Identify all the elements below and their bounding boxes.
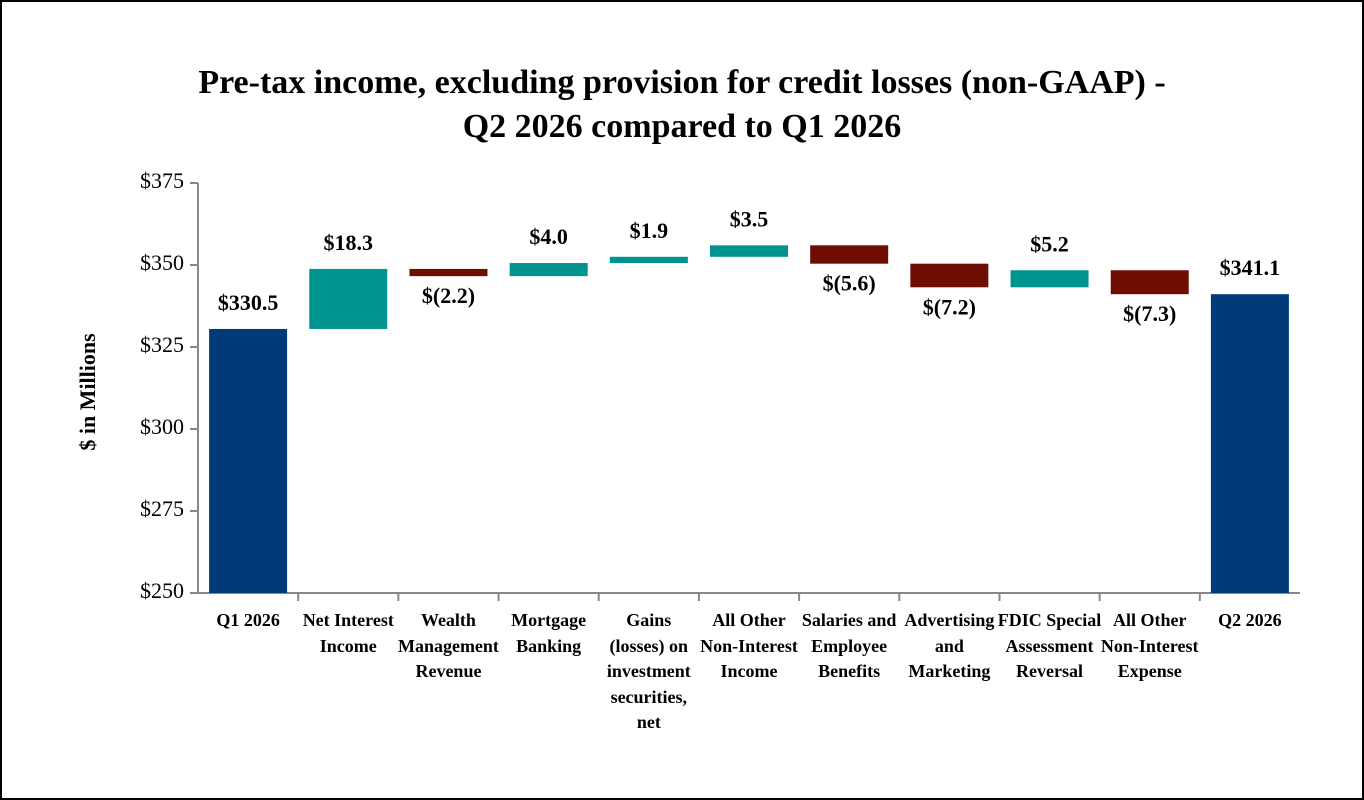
value-label: $4.0 — [529, 224, 568, 249]
value-label: $(7.2) — [923, 294, 976, 319]
chart-title: Pre-tax income, excluding provision for … — [198, 64, 1165, 101]
value-label: $3.5 — [730, 206, 769, 231]
value-label: $18.3 — [324, 230, 374, 255]
y-tick-label: $325 — [140, 332, 184, 357]
bar — [1110, 270, 1189, 295]
x-tick-label: All Other Non-Interest Expense — [1100, 610, 1199, 681]
chart-title: Q2 2026 compared to Q1 2026 — [463, 108, 902, 145]
x-tick-label: Salaries and Employee Benefits — [801, 610, 897, 681]
x-tick-label: Gains (losses) on investment securities,… — [606, 610, 691, 732]
y-tick-label: $300 — [140, 414, 184, 439]
x-tick-label: All Other Non-Interest Income — [700, 610, 798, 681]
y-tick-label: $375 — [140, 168, 184, 193]
value-label: $(2.2) — [422, 283, 475, 308]
value-label: $5.2 — [1030, 231, 1069, 256]
x-tick-label: Q2 2026 — [1218, 610, 1282, 630]
x-tick-label: Wealth Management Revenue — [397, 610, 499, 681]
value-label: $1.9 — [630, 218, 669, 243]
value-label: $(7.3) — [1123, 301, 1176, 326]
value-label: $(5.6) — [823, 271, 876, 296]
bar — [1210, 294, 1289, 593]
bar — [1010, 270, 1089, 288]
value-label: $330.5 — [218, 290, 279, 315]
x-tick-label: Mortgage Banking — [511, 610, 587, 656]
bar — [910, 263, 989, 288]
bar — [209, 328, 288, 593]
y-tick-label: $350 — [140, 250, 184, 275]
bar — [309, 268, 388, 329]
bar — [810, 245, 889, 264]
y-axis-label: $ in Millions — [75, 333, 100, 451]
y-tick-label: $250 — [140, 578, 184, 603]
x-tick-label: Net Interest Income — [302, 610, 394, 656]
bar — [409, 268, 488, 277]
bar — [609, 256, 688, 264]
value-label: $341.1 — [1220, 255, 1281, 280]
x-tick-label: Advertising and Marketing — [904, 610, 995, 681]
x-tick-label: FDIC Special Assessment Reversal — [997, 610, 1102, 681]
bar — [509, 263, 588, 277]
bar — [710, 245, 788, 257]
x-tick-label: Q1 2026 — [216, 610, 280, 630]
y-tick-label: $275 — [140, 496, 184, 521]
